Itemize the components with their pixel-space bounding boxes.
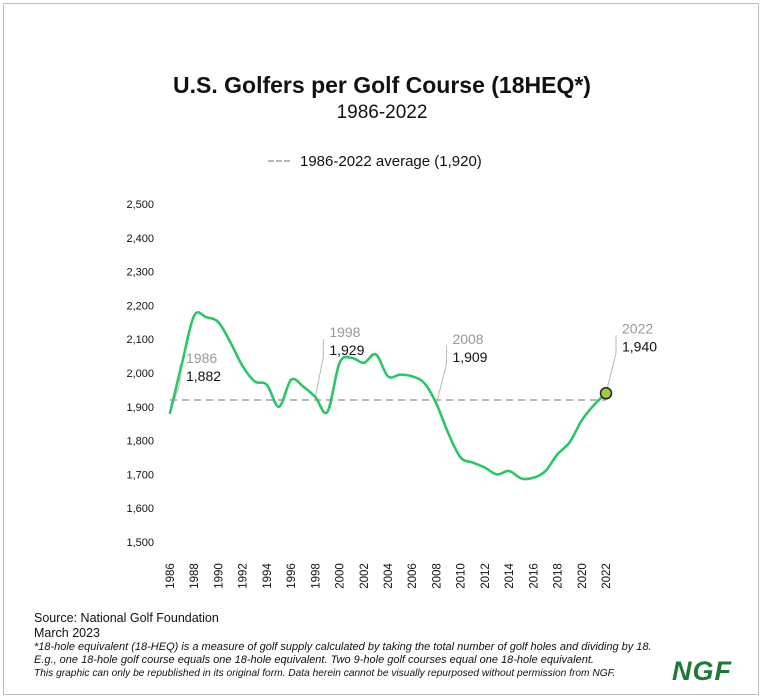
x-tick-label: 2004 <box>383 563 395 589</box>
chart-subtitle: 1986-2022 <box>336 102 428 123</box>
footnote-example: E.g., one 18-hole golf course equals one… <box>34 654 594 666</box>
footnote-rights: This graphic can only be republished in … <box>34 668 616 679</box>
point-2022-marker <box>599 387 613 400</box>
annotation-leader-line <box>435 345 447 404</box>
x-tick-label: 2008 <box>431 563 443 589</box>
y-tick-label: 2,500 <box>126 199 154 211</box>
legend-label: 1986-2022 average (1,920) <box>300 152 482 170</box>
x-tick-label: 1994 <box>262 563 274 589</box>
y-tick-label: 2,400 <box>126 233 154 245</box>
annotation-value-label: 1,882 <box>186 368 221 384</box>
y-tick-label: 2,000 <box>126 368 154 380</box>
golfers-per-course-line <box>168 311 608 481</box>
legend: 1986-2022 average (1,920) <box>268 150 482 172</box>
footer: Source: National Golf Foundation March 2… <box>34 611 694 680</box>
y-tick-label: 1,700 <box>126 469 154 481</box>
x-tick-label: 2022 <box>601 563 613 589</box>
annotation-1986: 1986 1,882 <box>169 350 221 414</box>
annotation-1998: 1998 1,929 <box>314 324 365 398</box>
x-tick-label: 2002 <box>359 563 371 589</box>
annotation-value-label: 1,909 <box>452 349 487 365</box>
footnote-definition: *18-hole equivalent (18-HEQ) is a measur… <box>34 641 652 653</box>
legend-dashed-swatch <box>268 160 290 162</box>
annotation-value-label: 1,929 <box>329 342 364 358</box>
y-tick-label: 1,500 <box>126 537 154 549</box>
ngf-logo: NGF <box>672 656 732 686</box>
annotation-2008: 2008 1,909 <box>435 331 488 404</box>
x-tick-label: 2010 <box>456 563 468 589</box>
x-tick-label: 1992 <box>238 563 250 589</box>
annotation-year-label: 1986 <box>186 350 217 366</box>
x-tick-label: 2006 <box>407 563 419 589</box>
x-tick-label: 1990 <box>213 563 225 589</box>
x-tick-label: 1998 <box>310 563 322 589</box>
annotation-value-label: 1,940 <box>622 338 657 354</box>
annotation-leader-line <box>314 338 324 398</box>
x-tick-label: 1988 <box>189 563 201 589</box>
x-tick-label: 2018 <box>553 563 565 589</box>
annotation-year-label: 2022 <box>622 320 653 336</box>
figure-frame <box>3 3 759 695</box>
annotation-year-label: 1998 <box>329 324 360 340</box>
y-tick-label: 1,800 <box>126 436 154 448</box>
y-tick-label: 1,900 <box>126 402 154 414</box>
y-tick-label: 2,100 <box>126 334 154 346</box>
x-tick-label: 2014 <box>504 563 516 589</box>
x-tick-label: 2012 <box>480 563 492 589</box>
x-tick-label: 2020 <box>577 563 589 589</box>
x-tick-label: 1996 <box>286 563 298 589</box>
source-text: Source: National Golf Foundation <box>34 611 219 625</box>
x-tick-label: 1986 <box>165 563 177 589</box>
y-tick-label: 2,200 <box>126 300 154 312</box>
annotation-2022: 2022 1,940 <box>605 320 657 394</box>
annotation-leader-line <box>605 335 617 394</box>
date-text: March 2023 <box>34 626 101 640</box>
x-tick-label: 2016 <box>528 563 540 589</box>
y-tick-label: 1,600 <box>126 503 154 515</box>
y-tick-label: 2,300 <box>126 267 154 279</box>
chart-title: U.S. Golfers per Golf Course (18HEQ*) <box>173 72 591 98</box>
annotation-year-label: 2008 <box>452 331 483 347</box>
x-tick-label: 2000 <box>335 563 347 589</box>
